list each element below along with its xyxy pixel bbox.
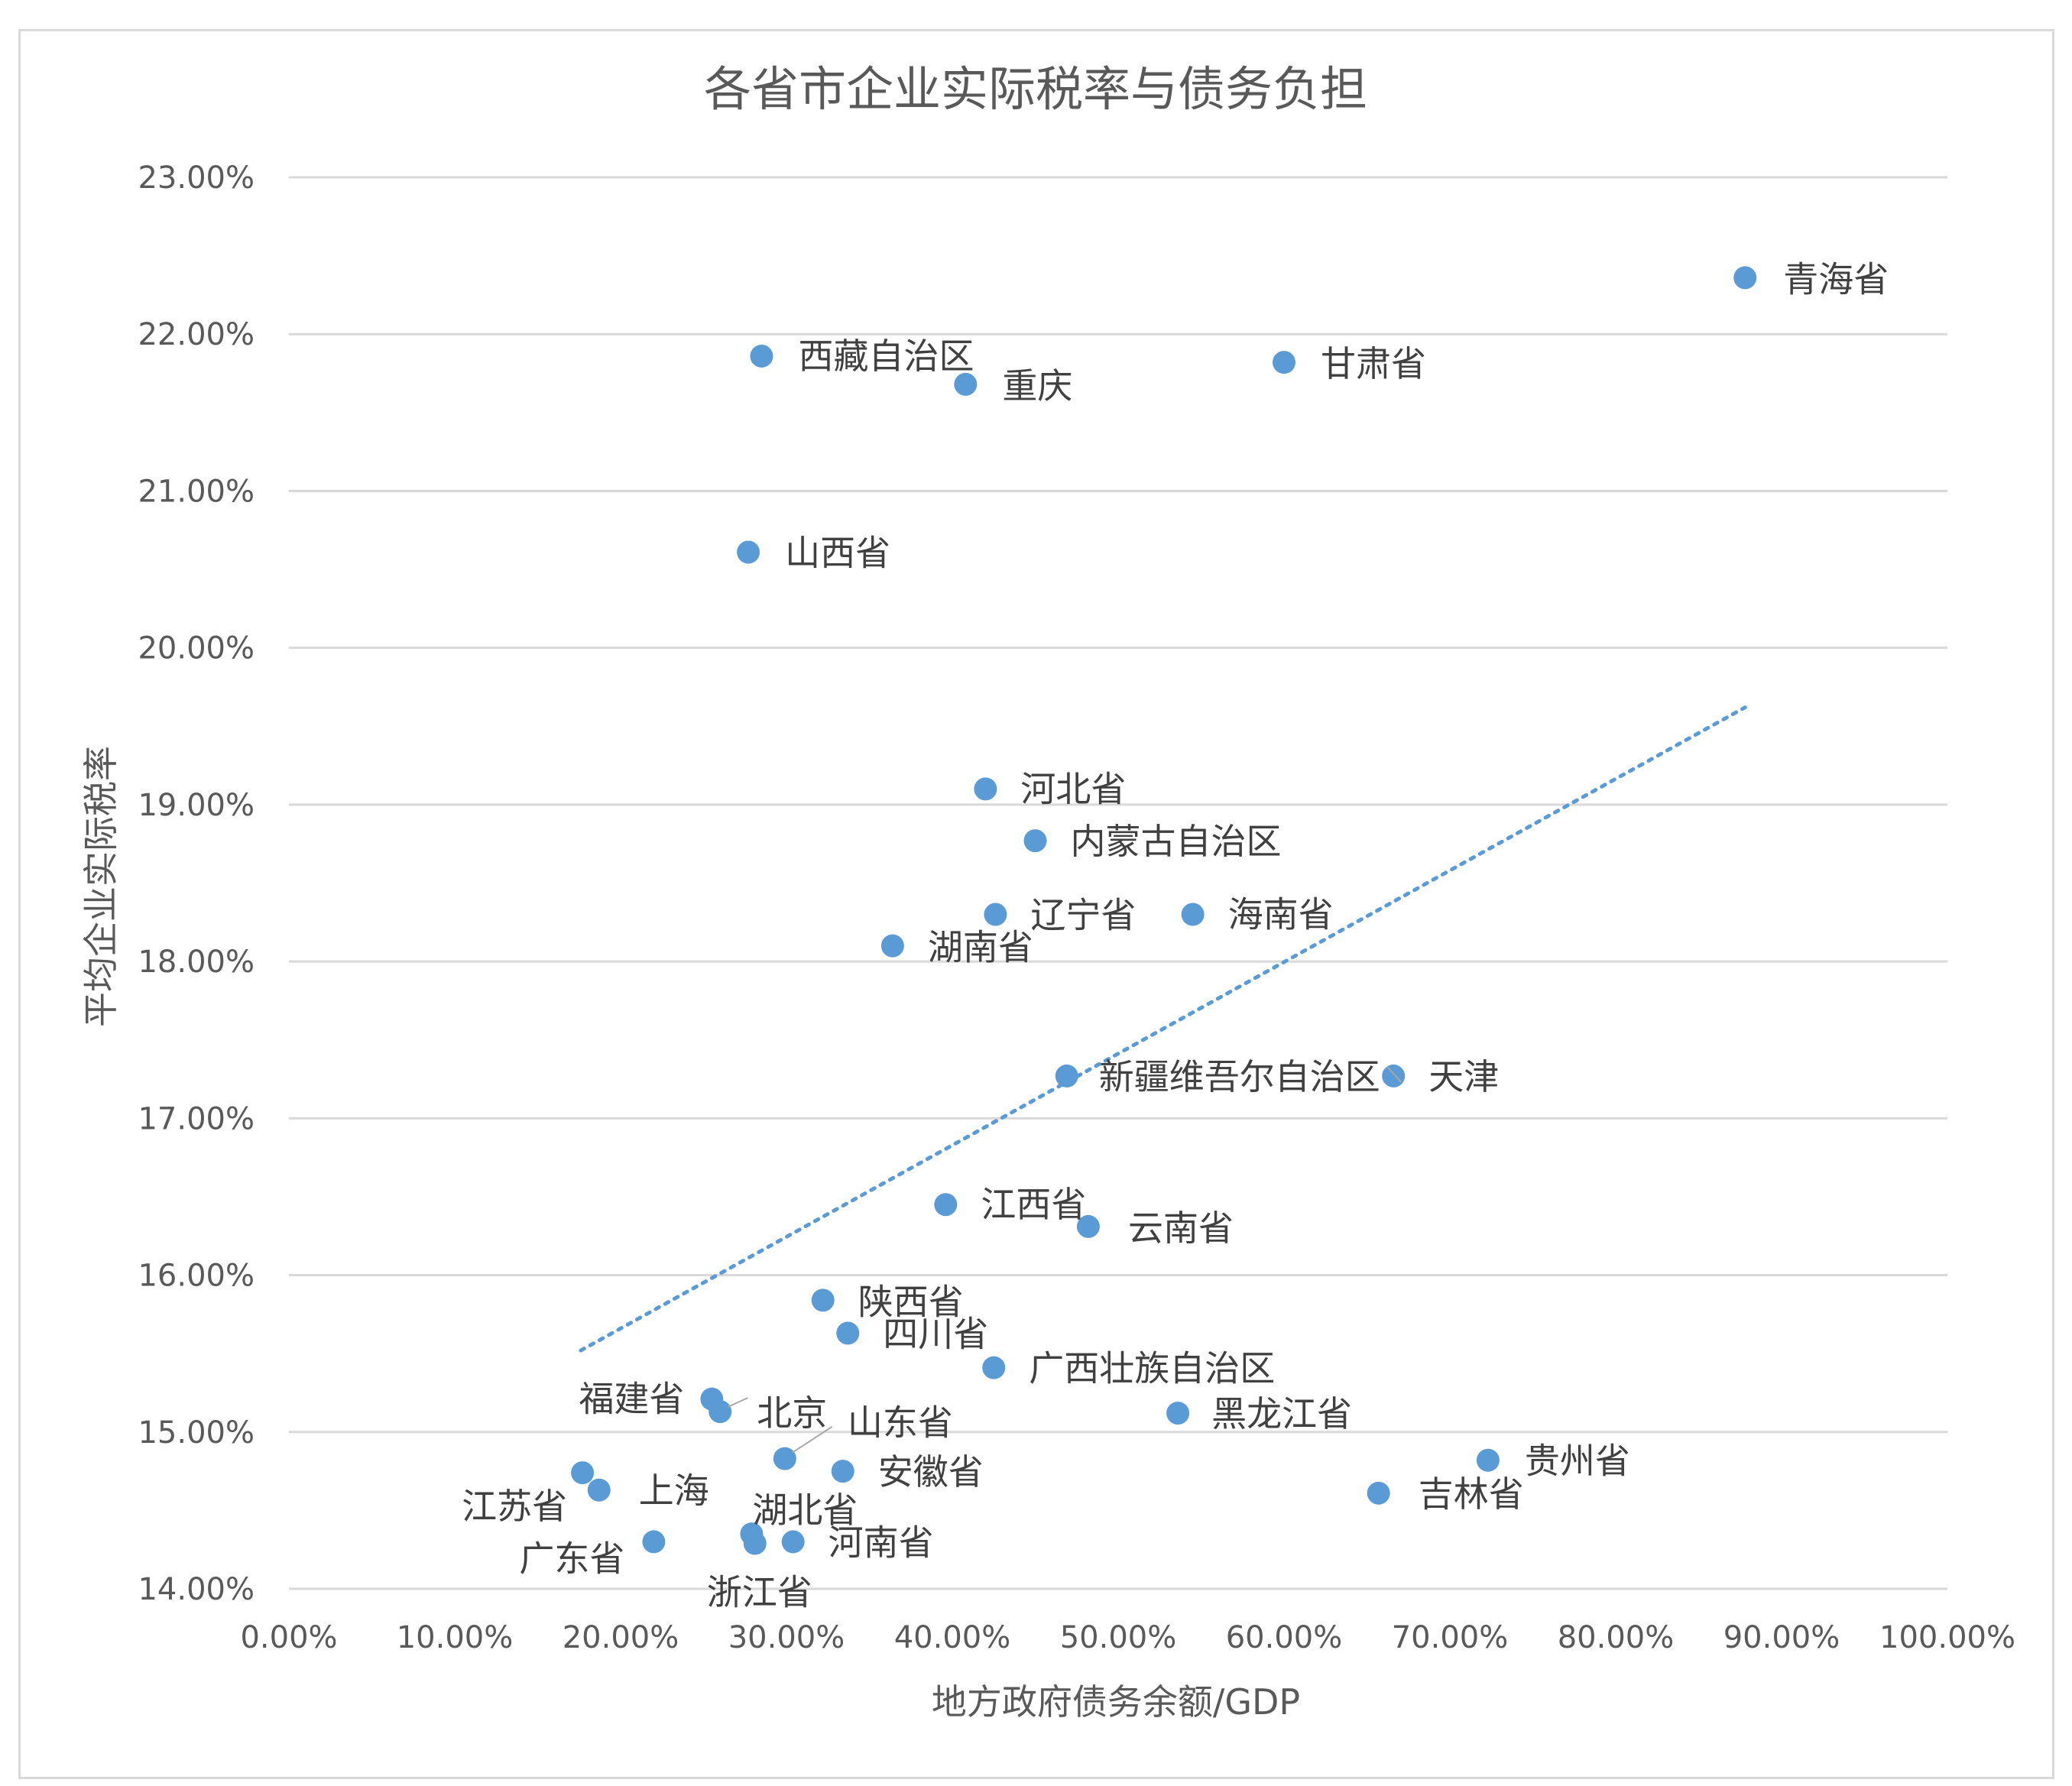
data-point-label: 河北省 [1020,768,1126,809]
y-axis-ticks: 14.00% 15.00% 16.00% 17.00% 18.00% 19.00% 20.0… [138,160,255,1607]
y-tick-label: 17.00% [138,1101,255,1136]
data-point [709,1400,732,1424]
data-point [571,1461,595,1485]
data-point-label: 青海省 [1783,258,1889,300]
trendline-layer [579,705,1747,1353]
data-point-label: 福建省 [579,1379,684,1420]
data-point [1166,1402,1190,1425]
data-point [1076,1214,1100,1238]
data-point [954,372,978,396]
data-point [811,1288,835,1312]
label-leader-line [792,1425,833,1454]
gridlines [289,176,1947,1590]
data-point-label: 陕西省 [858,1281,964,1322]
y-tick-label: 19.00% [138,788,255,823]
data-point-label: 湖北省 [752,1489,858,1531]
data-point-label: 内蒙古自治区 [1071,821,1282,862]
y-tick-label: 14.00% [138,1572,255,1607]
data-point-label: 吉林省 [1419,1473,1524,1515]
x-tick-label: 100.00% [1879,1620,2015,1655]
chart-frame [18,29,2054,1779]
x-tick-label: 40.00% [894,1620,1011,1655]
data-point [982,1356,1006,1379]
data-point-label: 湖南省 [928,927,1033,968]
data-point-label: 重庆 [1002,365,1072,407]
data-point-label: 天津 [1428,1056,1499,1097]
data-point [1733,266,1757,290]
y-tick-label: 21.00% [138,474,255,509]
data-point-label: 云南省 [1128,1207,1234,1249]
trendline [579,705,1747,1353]
data-point [836,1321,860,1345]
data-point [1181,903,1205,926]
data-point-label: 海南省 [1228,894,1334,935]
data-point-label: 上海 [639,1470,709,1512]
data-point [1367,1481,1390,1505]
data-point-label: 西藏自治区 [798,335,974,377]
x-tick-label: 10.00% [397,1620,514,1655]
data-point [934,1193,958,1217]
data-point [831,1460,854,1483]
label-leader-line [727,1397,748,1408]
data-point-label: 山西省 [785,532,890,573]
data-point-label: 江苏省 [462,1486,567,1527]
data-point-label: 河南省 [828,1522,934,1563]
data-point-label: 贵州省 [1525,1441,1630,1482]
x-tick-label: 70.00% [1392,1620,1509,1655]
x-axis-ticks: 0.00% 10.00% 20.00% 30.00% 40.00% 50.00% 60.00… [240,1620,2015,1655]
x-tick-label: 80.00% [1558,1620,1675,1655]
data-point-label: 新疆维吾尔自治区 [1099,1056,1380,1097]
x-tick-label: 30.00% [728,1620,845,1655]
label-leader-line [1386,1066,1402,1083]
data-point [1476,1448,1500,1472]
data-point [1055,1064,1078,1087]
x-tick-label: 50.00% [1060,1620,1177,1655]
data-point [587,1478,611,1502]
data-point [1382,1064,1406,1087]
data-point-label: 山东省 [848,1402,953,1444]
x-tick-label: 20.00% [563,1620,679,1655]
data-point [743,1532,767,1555]
y-tick-label: 23.00% [138,160,255,196]
data-point [1023,829,1047,853]
data-point-label: 辽宁省 [1030,895,1136,936]
data-point [737,540,760,564]
data-points [571,266,1757,1555]
x-tick-label: 90.00% [1723,1620,1840,1655]
y-tick-label: 18.00% [138,945,255,980]
data-point-label: 甘肃省 [1321,343,1426,384]
data-point-label: 北京 [757,1392,827,1434]
x-tick-label: 0.00% [240,1620,337,1655]
x-tick-label: 60.00% [1226,1620,1343,1655]
y-tick-label: 22.00% [138,317,255,352]
data-point [984,903,1007,926]
x-axis-title: 地方政府债务余额/GDP [932,1681,1300,1723]
y-axis-title: 平均企业实际税率 [80,746,122,1027]
data-point-label: 广东省 [519,1538,624,1579]
data-point [773,1447,796,1470]
data-point-label: 四川省 [883,1313,988,1354]
data-point [750,344,773,368]
data-point [880,934,904,958]
y-tick-label: 20.00% [138,631,255,666]
data-point-label: 江西省 [981,1184,1086,1225]
y-tick-label: 15.00% [138,1415,255,1451]
data-point-label: 浙江省 [707,1571,812,1613]
data-point [1273,351,1295,374]
data-point-label: 广西壮族自治区 [1029,1348,1275,1389]
data-point [642,1530,666,1554]
data-point [974,777,997,801]
data-point-label: 安徽省 [878,1451,984,1493]
data-point-label: 黑龙江省 [1211,1393,1352,1434]
y-tick-label: 16.00% [138,1259,255,1294]
chart-title: 各省市企业实际税率与债务负担 [704,61,1367,117]
data-point [781,1530,805,1554]
